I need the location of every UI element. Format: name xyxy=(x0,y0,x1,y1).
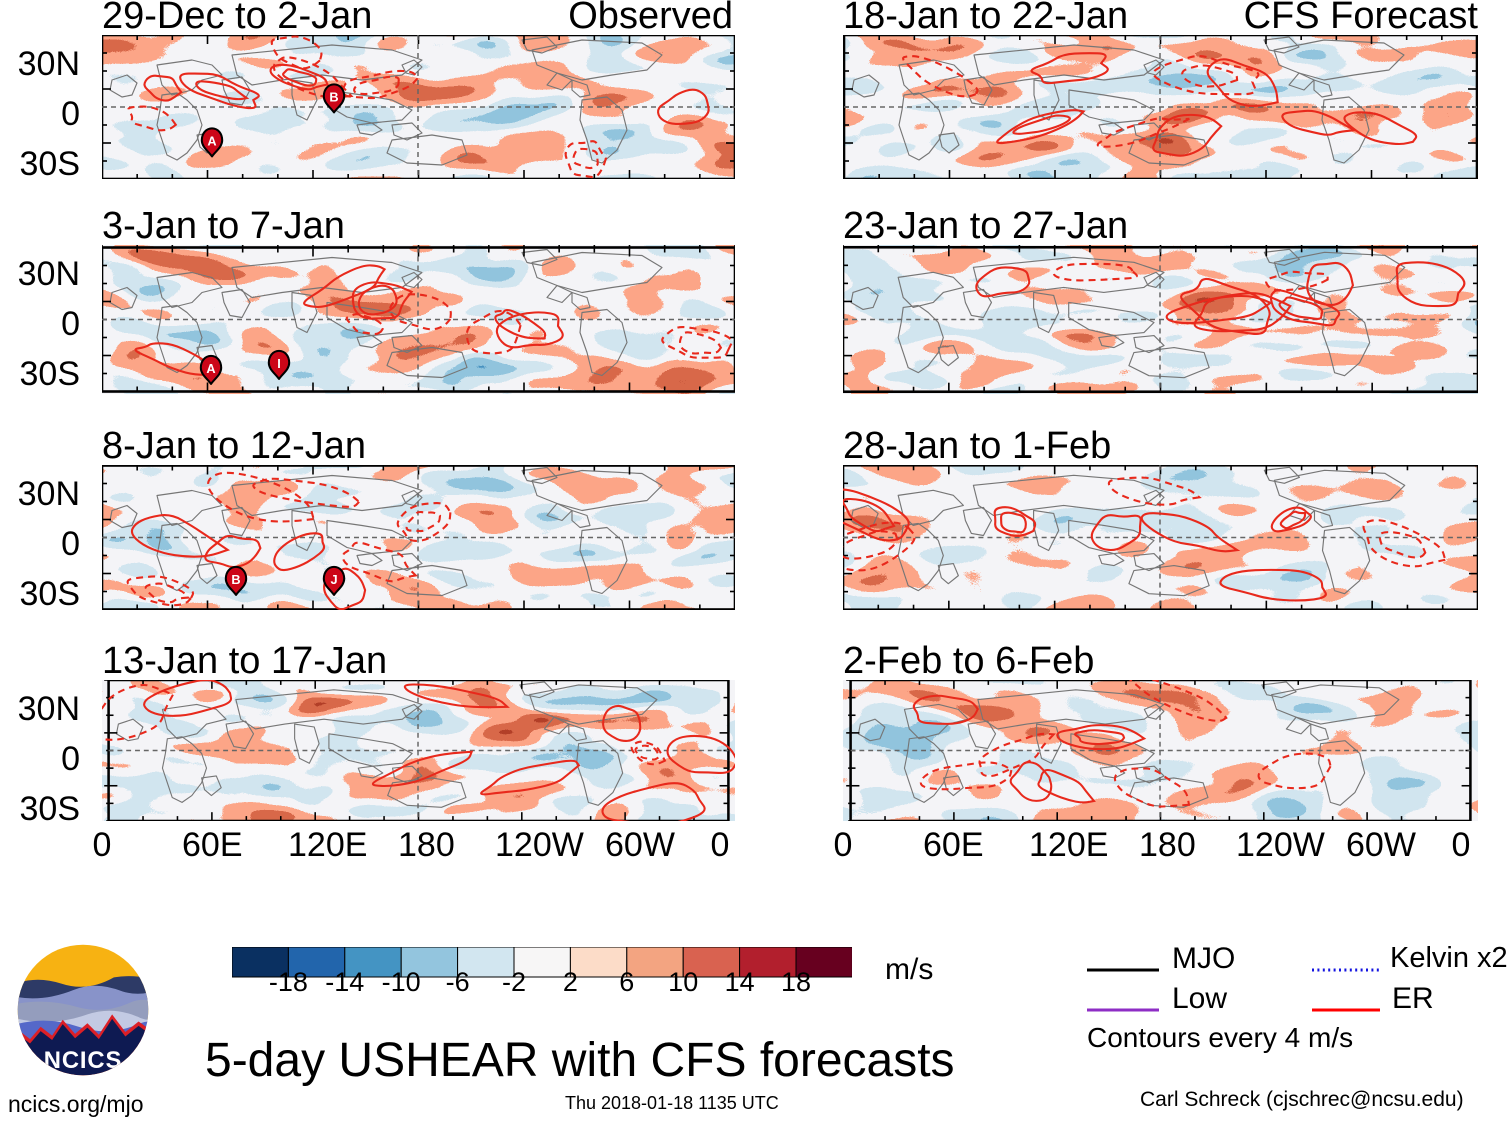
svg-text:B: B xyxy=(329,89,338,104)
svg-text:-18: -18 xyxy=(269,967,308,992)
svg-text:NCICS: NCICS xyxy=(44,1047,123,1074)
svg-text:-6: -6 xyxy=(446,967,470,992)
svg-text:2: 2 xyxy=(563,967,578,992)
svg-text:-2: -2 xyxy=(502,967,526,992)
svg-text:14: 14 xyxy=(725,967,755,992)
svg-text:B: B xyxy=(231,572,240,587)
svg-text:I: I xyxy=(277,356,281,371)
svg-text:18: 18 xyxy=(781,967,811,992)
svg-text:A: A xyxy=(207,133,216,148)
svg-text:J: J xyxy=(330,572,337,587)
svg-text:6: 6 xyxy=(619,967,634,992)
svg-text:A: A xyxy=(206,361,215,376)
svg-text:10: 10 xyxy=(668,967,698,992)
svg-text:-14: -14 xyxy=(325,967,364,992)
svg-text:-10: -10 xyxy=(382,967,421,992)
